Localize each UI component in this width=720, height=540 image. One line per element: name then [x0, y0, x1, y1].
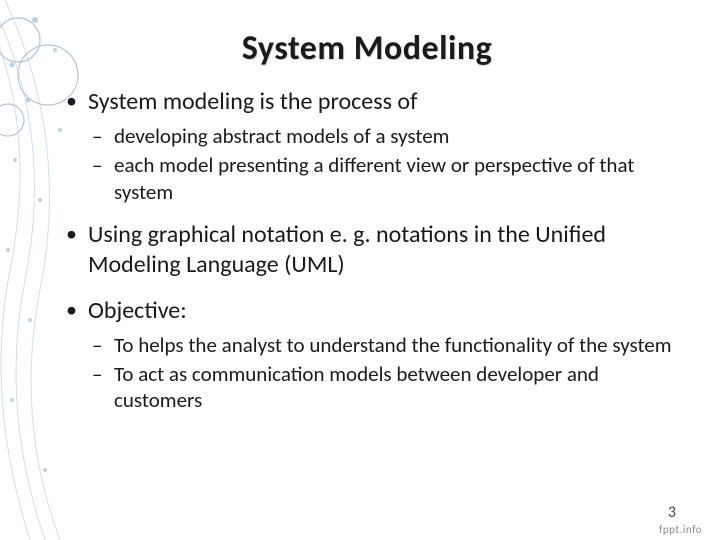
slide-container: System Modeling System modeling is the p… — [0, 0, 720, 540]
slide-title: System Modeling — [62, 28, 672, 69]
bullet-text: Objective: — [88, 296, 187, 325]
footer-url: fppt.info — [659, 523, 702, 536]
bullet-item: Objective: To helps the analyst to under… — [62, 296, 672, 415]
sub-bullet-item: To helps the analyst to understand the f… — [88, 332, 672, 359]
bullet-item: Using graphical notation e. g. notations… — [62, 220, 672, 290]
bullet-text: System modeling is the process of — [88, 87, 417, 116]
bullet-list-level2: To helps the analyst to understand the f… — [88, 332, 672, 415]
sub-bullet-item: developing abstract models of a system — [88, 123, 672, 150]
bullet-item: System modeling is the process of develo… — [62, 87, 672, 206]
sub-bullet-item: each model presenting a different view o… — [88, 152, 672, 206]
bullet-list-level1: System modeling is the process of develo… — [62, 87, 672, 414]
bullet-text: Using graphical notation e. g. notations… — [88, 220, 606, 279]
bullet-list-level2: developing abstract models of a system e… — [88, 123, 672, 206]
sub-bullet-item: To act as communication models between d… — [88, 361, 672, 415]
page-number: 3 — [668, 503, 676, 522]
